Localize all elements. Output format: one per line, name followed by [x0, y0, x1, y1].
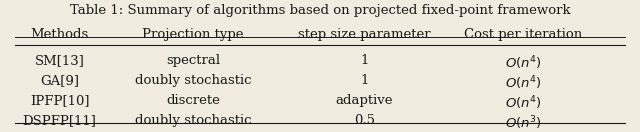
Text: discrete: discrete	[166, 94, 220, 107]
Text: IPFP[10]: IPFP[10]	[29, 94, 89, 107]
Text: Projection type: Projection type	[142, 28, 244, 41]
Text: adaptive: adaptive	[336, 94, 393, 107]
Text: doubly stochastic: doubly stochastic	[134, 114, 251, 127]
Text: Methods: Methods	[30, 28, 88, 41]
Text: 1: 1	[360, 54, 369, 67]
Text: 0.5: 0.5	[354, 114, 375, 127]
Text: Table 1: Summary of algorithms based on projected fixed-point framework: Table 1: Summary of algorithms based on …	[70, 4, 570, 16]
Text: GA[9]: GA[9]	[40, 74, 79, 87]
Text: $O(n^4)$: $O(n^4)$	[505, 94, 541, 112]
Text: DSPFP[11]: DSPFP[11]	[22, 114, 97, 127]
Text: SM[13]: SM[13]	[35, 54, 84, 67]
Text: step size parameter: step size parameter	[298, 28, 431, 41]
Text: $O(n^3)$: $O(n^3)$	[505, 114, 541, 131]
Text: spectral: spectral	[166, 54, 220, 67]
Text: doubly stochastic: doubly stochastic	[134, 74, 251, 87]
Text: $O(n^4)$: $O(n^4)$	[505, 54, 541, 72]
Text: $O(n^4)$: $O(n^4)$	[505, 74, 541, 92]
Text: 1: 1	[360, 74, 369, 87]
Text: Cost per iteration: Cost per iteration	[464, 28, 582, 41]
